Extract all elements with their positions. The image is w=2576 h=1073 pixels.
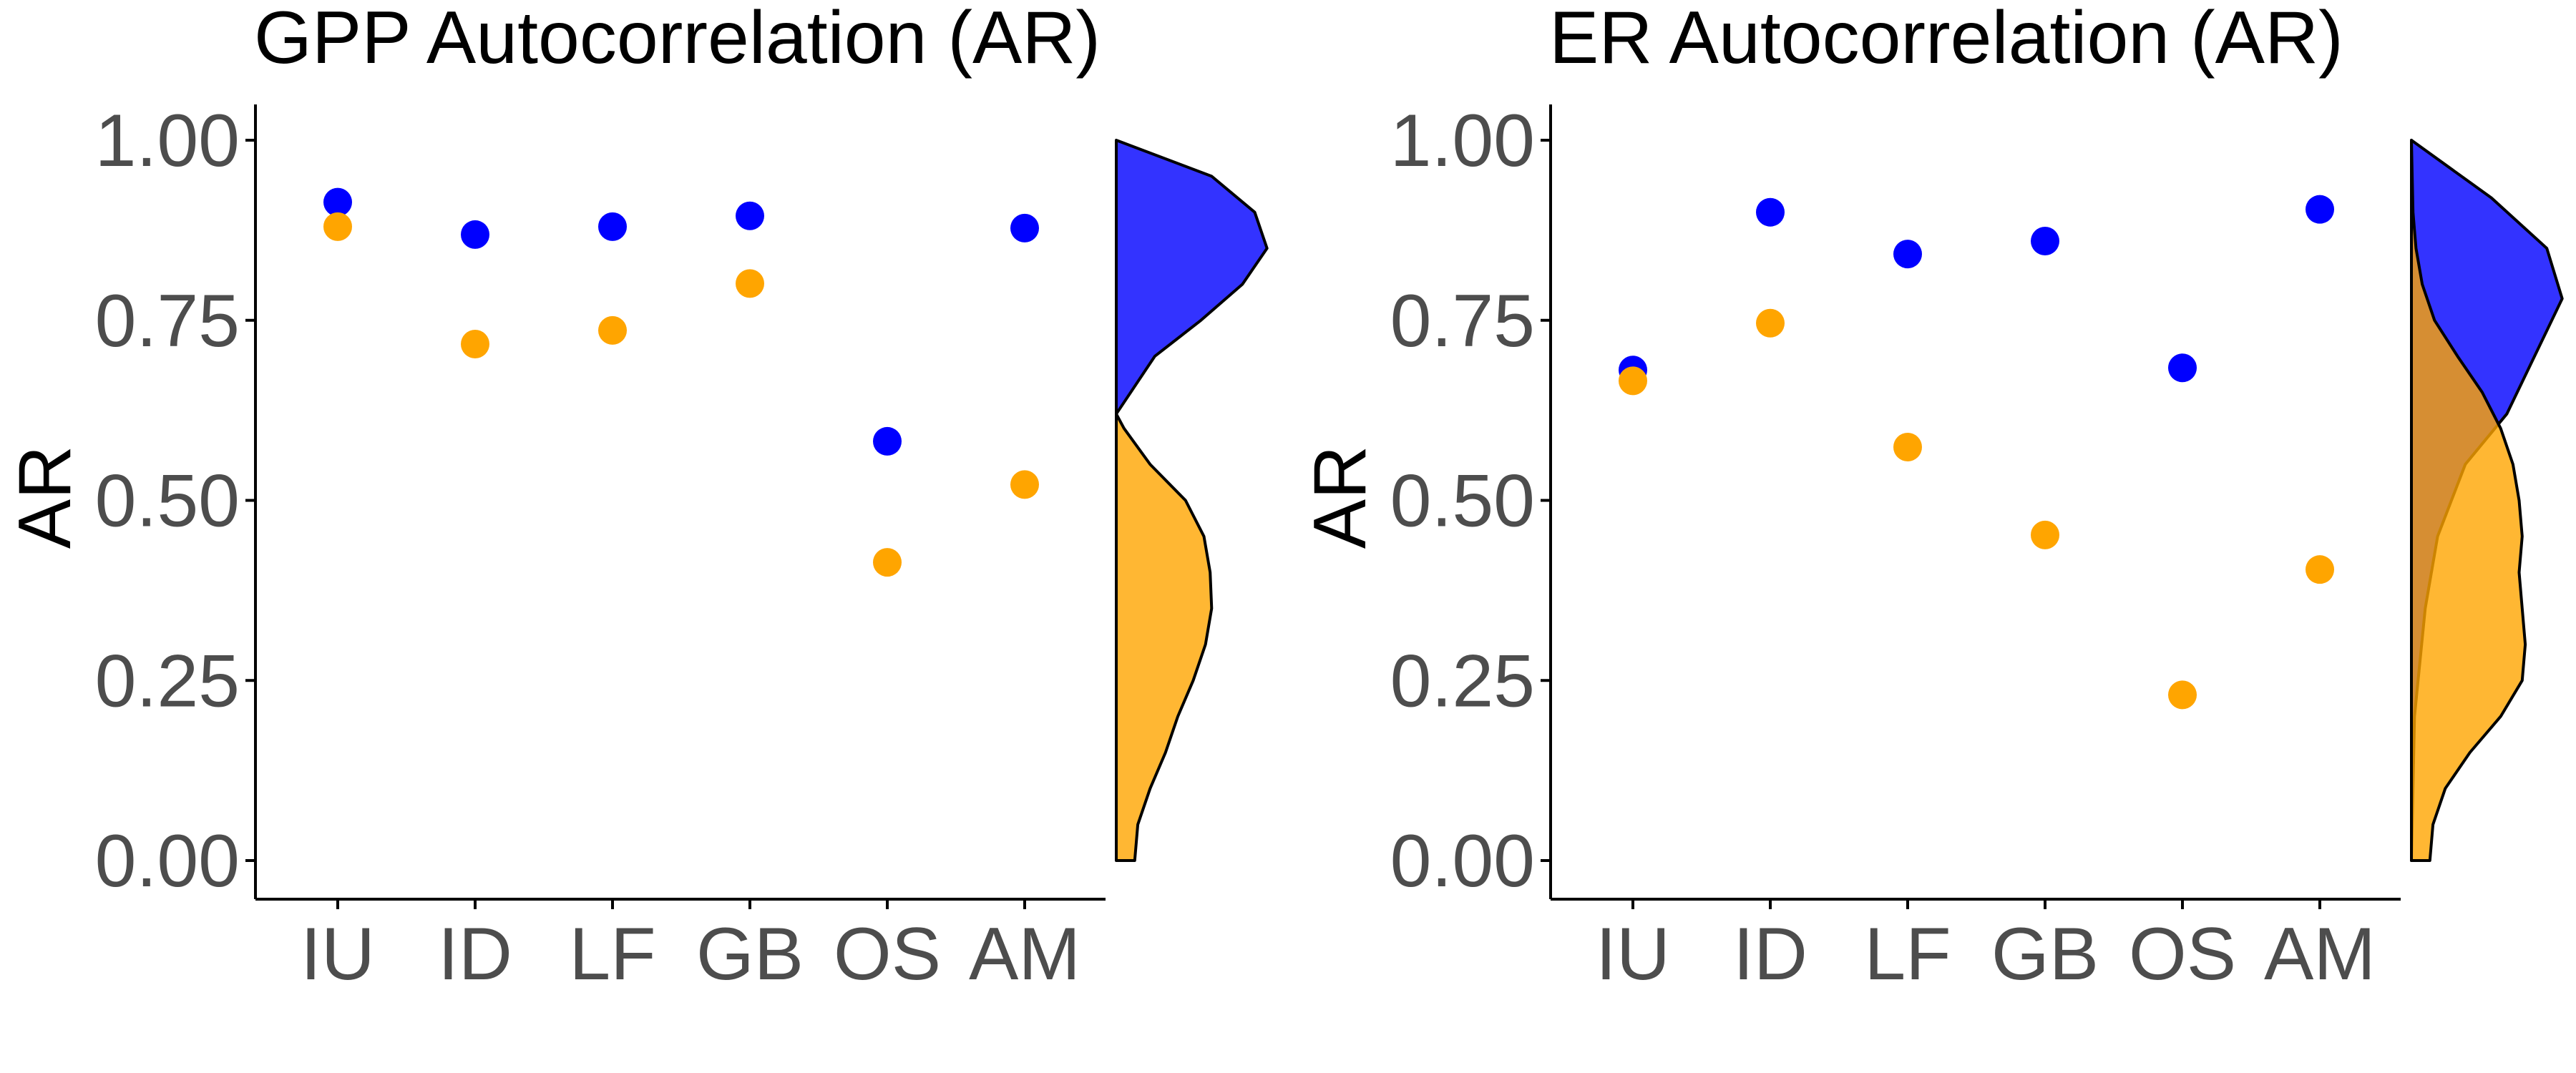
x-tick-label: AM [2264,913,2376,996]
y-tick-label: 1.00 [95,99,240,182]
x-tick-label: AM [969,913,1080,996]
data-point-blue [1010,213,1039,242]
data-point-orange [2306,555,2334,584]
data-point-orange [1893,432,1922,461]
y-tick-label: 0.25 [1390,640,1535,722]
data-point-blue [2168,353,2197,383]
x-tick-label: LF [1864,913,1951,996]
y-tick-label: 0.25 [95,640,240,722]
data-point-blue [736,201,764,230]
y-tick-label: 0.75 [95,280,240,363]
panel-er-title: ER Autocorrelation (AR) [1549,0,2343,79]
panel-gpp-plot: 0.00 0.25 0.50 0.75 1.00 IU ID LF GB OS AM [95,99,1269,996]
y-tick-label: 1.00 [1390,99,1535,182]
data-point-blue [2031,226,2059,255]
data-point-blue [873,426,902,456]
panel-er-plot: 0.00 0.25 0.50 0.75 1.00 IU ID LF GB OS AM [1390,99,2564,996]
data-point-blue [2306,195,2334,224]
data-point-orange [1619,366,1647,396]
data-point-orange [736,269,764,298]
data-point-orange [1756,308,1785,338]
y-tick-label: 0.00 [1390,820,1535,903]
x-tick-label: IU [1596,913,1670,996]
x-tick-label: IU [301,913,375,996]
panel-er: ER Autocorrelation (AR) AR 0.000.250.500… [1299,0,2564,996]
data-point-orange [323,212,352,241]
data-point-orange [461,329,489,358]
y-tick-label: 0.75 [1390,280,1535,363]
data-point-orange [2168,680,2197,710]
y-tick-label: 0.50 [95,460,240,543]
x-tick-label: ID [438,913,512,996]
data-point-blue [1893,240,1922,269]
panel-er-y-axis-title: AR [1299,446,1382,549]
data-point-blue [598,212,627,241]
data-point-orange [1010,470,1039,499]
panel-gpp-title: GPP Autocorrelation (AR) [254,0,1101,79]
x-tick-label: OS [834,913,941,996]
panel-gpp-y-axis-title: AR [4,446,87,549]
x-tick-label: ID [1733,913,1807,996]
data-point-orange [873,548,902,577]
x-tick-label: OS [2129,913,2236,996]
y-tick-label: 0.00 [95,820,240,903]
x-tick-label: LF [569,913,655,996]
density-curve-blue [1115,139,1269,416]
data-point-blue [461,220,489,249]
data-point-blue [1756,197,1785,227]
panel-gpp: GPP Autocorrelation (AR) AR 0.00 0.25 0.50… [4,0,1269,996]
density-curve-orange [2410,139,2527,862]
x-tick-label: GB [1991,913,2099,996]
data-point-orange [2031,520,2059,549]
data-point-orange [598,315,627,345]
density-curve-orange [1115,412,1214,862]
x-tick-label: GB [696,913,804,996]
y-tick-label: 0.50 [1390,460,1535,543]
data-point-blue [323,187,352,217]
